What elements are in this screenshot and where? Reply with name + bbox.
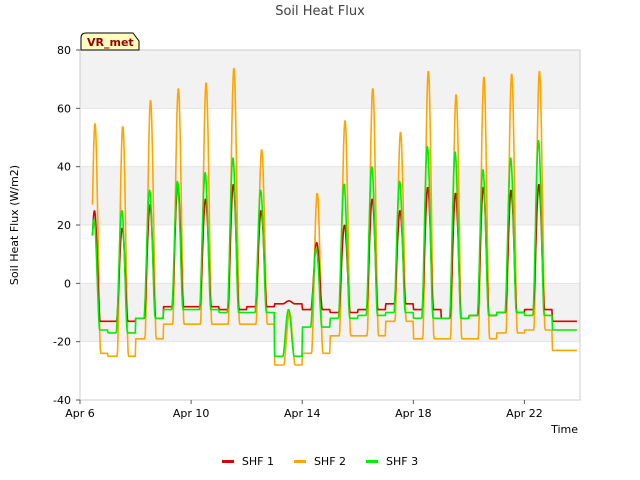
y-axis: -40 -20 0 20 40 60 80	[53, 44, 80, 407]
series-line-shf-3	[91, 139, 578, 358]
y-tick-label: 40	[57, 161, 71, 174]
y-tick-label: 0	[64, 277, 71, 290]
chart-title: Soil Heat Flux	[275, 4, 365, 19]
shaded-band	[80, 50, 580, 109]
legend-swatch	[366, 459, 379, 463]
x-tick-label: Apr 10	[173, 407, 210, 420]
series-line-shf-2	[91, 68, 578, 366]
legend-swatch	[293, 459, 306, 463]
site-label-box	[80, 32, 140, 51]
y-tick-label: 80	[57, 44, 71, 57]
legend-label: SHF 3	[386, 454, 419, 468]
x-tick-label: Apr 22	[506, 407, 543, 420]
x-axis: Apr 6 Apr 10 Apr 14 Apr 18 Apr 22	[65, 400, 543, 420]
legend-item: SHF 1	[221, 454, 274, 468]
x-tick-label: Apr 18	[395, 407, 432, 420]
series-group	[91, 68, 578, 366]
x-tick-label: Apr 6	[65, 407, 95, 420]
legend: SHF 1 SHF 2 SHF 3	[0, 452, 640, 470]
y-tick-label: -40	[53, 394, 71, 407]
y-tick-label: 20	[57, 219, 71, 232]
legend-swatch	[221, 459, 234, 463]
y-tick-label: -20	[53, 336, 71, 349]
legend-label: SHF 2	[313, 454, 347, 468]
legend-label: SHF 1	[241, 454, 274, 468]
y-axis-label: Soil Heat Flux (W/m2)	[8, 165, 21, 285]
y-tick-label: 60	[57, 102, 71, 115]
legend-item: SHF 2	[293, 454, 347, 468]
shaded-band	[80, 166, 580, 225]
site-label-badge: VR_met	[80, 32, 140, 51]
legend-item: SHF 3	[366, 455, 418, 468]
site-label: VR_met	[87, 36, 134, 49]
x-tick-label: Apr 14	[284, 407, 321, 420]
x-axis-label: Time	[550, 423, 578, 436]
background-bands	[80, 50, 580, 342]
